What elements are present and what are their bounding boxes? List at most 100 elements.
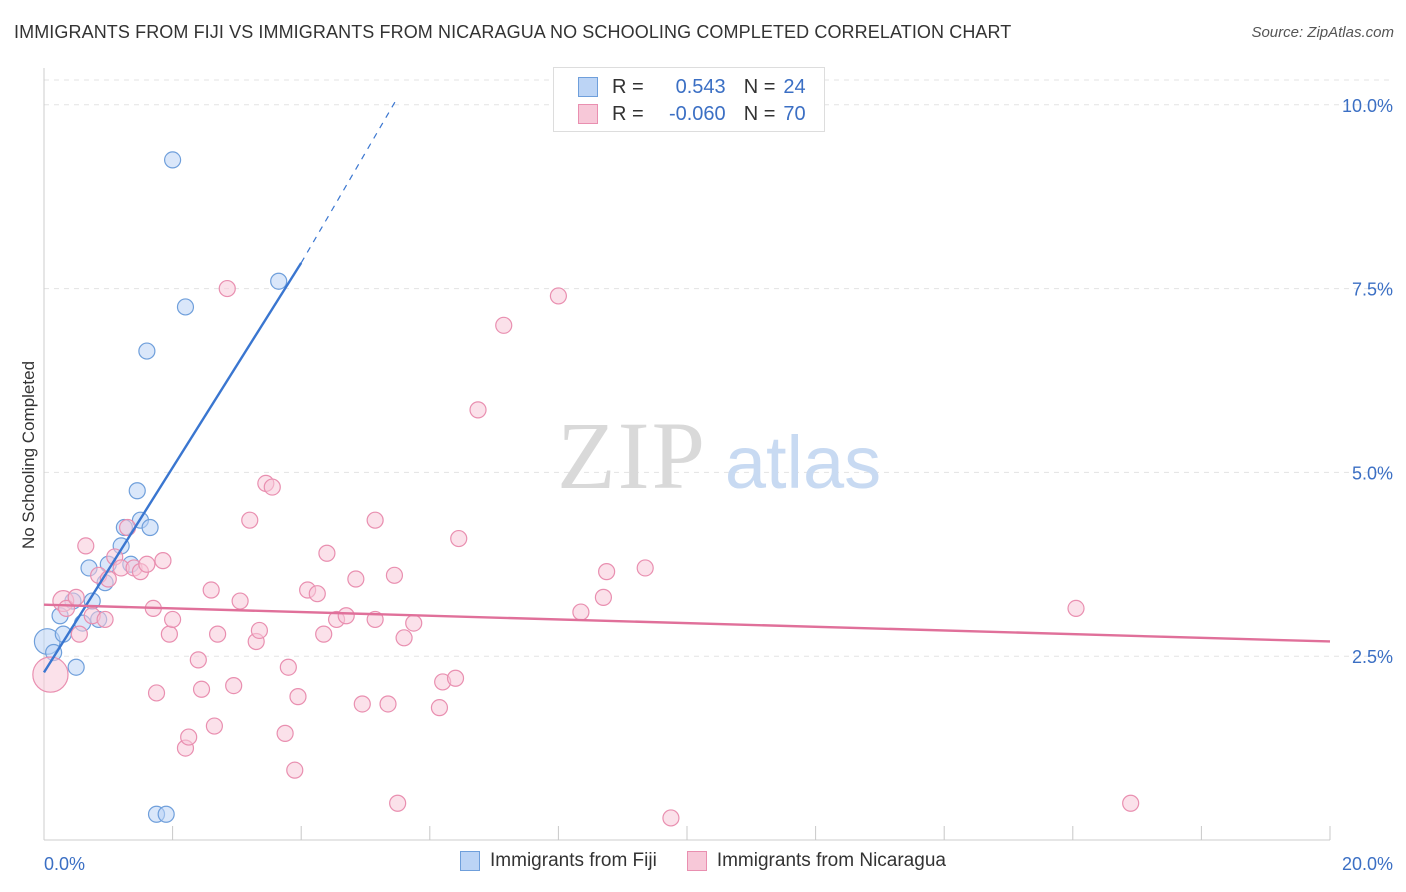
nicaragua-point [286,761,304,779]
fiji-point [128,482,146,500]
nicaragua-swatch [578,104,598,124]
watermark-atlas: atlas [725,421,881,504]
watermark: ZIP atlas [557,402,881,509]
nicaragua-point [353,695,371,713]
chart-title: IMMIGRANTS FROM FIJI VS IMMIGRANTS FROM … [14,22,1012,42]
nicaragua-point [231,592,249,610]
nicaragua-point [1122,794,1140,812]
nicaragua-point [218,279,236,298]
nicaragua-point [389,794,407,812]
r-label: R = [612,75,644,98]
nicaragua-point [318,544,336,562]
nicaragua-point [549,287,568,305]
nicaragua-point [209,625,227,643]
nicaragua-point [337,607,355,625]
fiji-trend-line [42,262,303,674]
nicaragua-point [405,614,423,632]
nicaragua-point [147,684,166,702]
nicaragua-point [662,809,680,827]
y-tick-label: 10.0% [1342,96,1393,116]
nicaragua-point [379,695,397,713]
nicaragua-point [96,610,114,629]
nicaragua-point [450,529,468,548]
nicaragua-point [430,699,449,717]
fiji-point [157,805,175,823]
nicaragua-point [495,316,513,334]
nicaragua-point [77,537,95,555]
nicaragua-point [263,478,281,496]
correlation-row-nicaragua: R = -0.060 N = 70 [578,101,806,127]
nicaragua-point [598,563,616,581]
fiji-r-value: 0.543 [675,75,726,98]
x-tick-label: 0.0% [44,854,85,874]
nicaragua-point [366,511,384,529]
nicaragua-point [164,610,182,629]
source-credit: Source: ZipAtlas.com [1251,24,1394,41]
fiji-point [141,518,159,537]
correlation-row-fiji: R = 0.543 N = 24 [578,74,806,100]
fiji-point [67,658,85,676]
fiji-legend-swatch [460,851,481,871]
axis-labels: 2.5% 5.0% 7.5% 10.0% 0.0% 20.0% No Schooling C… [19,96,1393,874]
nicaragua-point [469,401,487,419]
nicaragua-point [67,588,85,606]
x-tick-label: 20.0% [1342,854,1393,874]
fiji-point [270,272,288,290]
trend-lines [42,97,1331,674]
nicaragua-point [160,625,178,643]
n-label: N = [743,75,776,98]
gridlines [44,79,1392,657]
legend-item-nicaragua[interactable]: Immigrants from Nicaragua [686,850,946,872]
legend-item-fiji[interactable]: Immigrants from Fiji [460,850,657,872]
nicaragua-point [250,621,269,640]
nicaragua-legend-swatch [686,851,707,871]
nicaragua-point [118,518,137,537]
legend-label-nicaragua: Immigrants from Nicaragua [716,850,946,871]
nicaragua-point [192,680,211,698]
nicaragua-point [276,724,294,742]
y-tick-label: 2.5% [1352,647,1393,667]
fiji-point [176,298,195,316]
n-label: N = [743,102,776,125]
nicaragua-point [315,625,333,643]
nicaragua-point [32,656,69,693]
nicaragua-point [225,676,243,695]
nicaragua-point [138,555,156,573]
nicaragua-point [395,629,413,647]
nicaragua-point [241,511,259,529]
series-legend: Immigrants from Fiji Immigrants from Nic… [0,850,1406,872]
nicaragua-point [189,651,207,669]
nicaragua-r-value: -0.060 [668,102,726,125]
nicaragua-n-value: 70 [783,102,806,125]
nicaragua-point [180,728,198,746]
correlation-legend: R = 0.543 N = 24 R = -0.060 N = 70 [553,67,825,132]
fiji-trend-extension [300,97,399,264]
nicaragua-point [289,688,307,706]
nicaragua-point [446,669,465,687]
fiji-swatch [578,77,598,97]
nicaragua-point [205,717,223,735]
nicaragua-point [279,658,297,676]
nicaragua-trend-line [43,603,1331,643]
nicaragua-point [1067,599,1085,618]
watermark-zip: ZIP [557,402,707,509]
nicaragua-point [636,559,654,577]
fiji-point [138,342,156,360]
nicaragua-point [70,625,88,643]
fiji-n-value: 24 [783,75,806,98]
axes [43,68,1331,841]
nicaragua-point [385,566,404,584]
nicaragua-point [202,581,220,599]
nicaragua-point [154,552,172,570]
nicaragua-point [572,603,590,621]
legend-label-fiji: Immigrants from Fiji [490,850,657,871]
y-tick-label: 5.0% [1352,463,1393,483]
nicaragua-point [594,588,613,606]
r-label: R = [612,102,644,125]
y-axis-title: No Schooling Completed [19,361,38,549]
y-tick-label: 7.5% [1352,280,1393,300]
nicaragua-point [347,570,365,588]
fiji-point [164,151,182,169]
nicaragua-point [308,585,326,603]
